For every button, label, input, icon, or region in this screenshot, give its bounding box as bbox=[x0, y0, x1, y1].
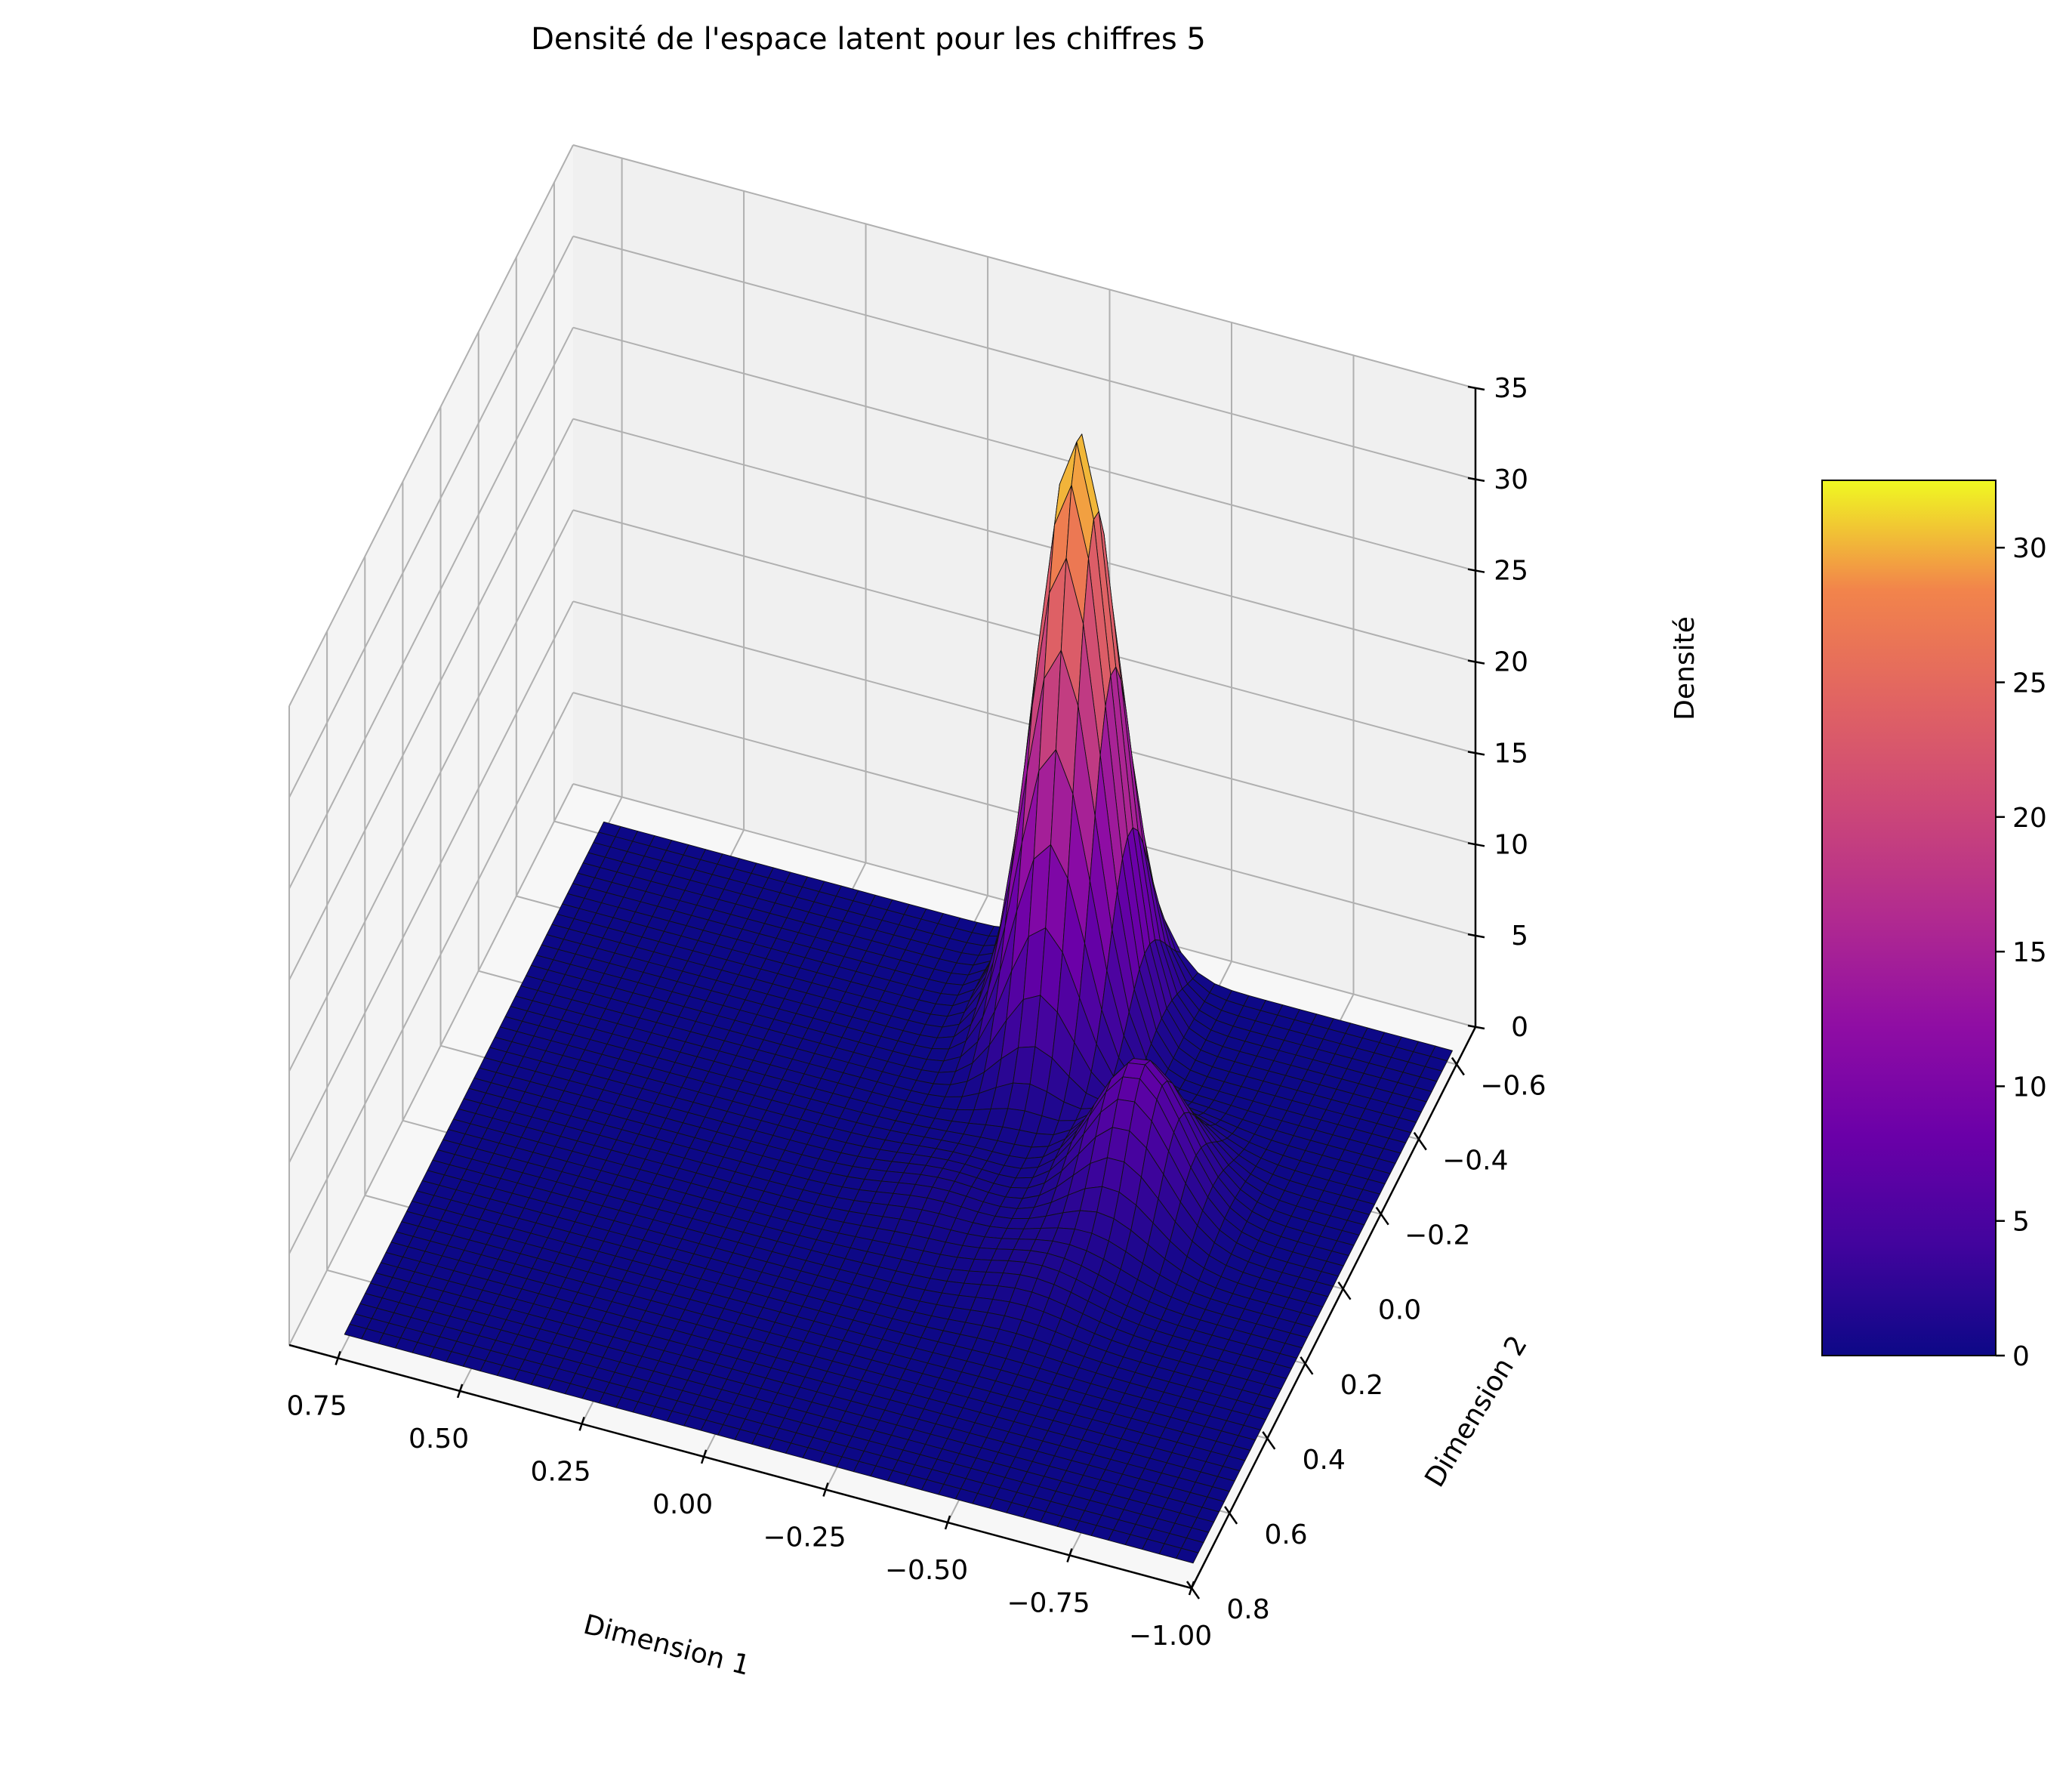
grid-line-left-z bbox=[288, 509, 574, 1072]
y-tick-label: −0.4 bbox=[1442, 1146, 1508, 1177]
z-tick-label: 30 bbox=[1494, 464, 1528, 495]
z-axis-label: Densité bbox=[1670, 616, 1700, 720]
density-surface bbox=[344, 433, 1453, 1564]
y-tick-label: 0.0 bbox=[1378, 1295, 1421, 1326]
y-tick-mark bbox=[1337, 1281, 1352, 1300]
grid-line-left-z bbox=[288, 327, 574, 890]
x-tick-label: −1.00 bbox=[1129, 1621, 1212, 1652]
x-tick-label: 0.75 bbox=[287, 1390, 347, 1421]
grid-line-back-z bbox=[572, 144, 1476, 389]
x-axis-line bbox=[288, 1343, 1192, 1590]
x-tick-mark bbox=[700, 1449, 708, 1464]
grid-line-back-z bbox=[572, 600, 1476, 846]
x-tick-mark bbox=[456, 1384, 464, 1399]
x-tick-mark bbox=[335, 1351, 341, 1365]
grid-line-left-z bbox=[288, 600, 574, 1163]
y-axis-line bbox=[1190, 1026, 1477, 1589]
y-tick-label: −0.2 bbox=[1404, 1220, 1470, 1251]
z-tick-label: 5 bbox=[1511, 921, 1528, 952]
x-tick-label: −0.75 bbox=[1007, 1588, 1090, 1619]
left-pane bbox=[289, 145, 573, 1345]
colorbar-tick-label: 25 bbox=[2012, 668, 2047, 699]
y-tick-label: 0.2 bbox=[1340, 1370, 1383, 1401]
z-tick-label: 35 bbox=[1494, 373, 1528, 404]
colorbar-tick-label: 5 bbox=[2012, 1207, 2030, 1238]
z-tick-mark bbox=[1467, 1024, 1485, 1030]
grid-line-left-z bbox=[288, 418, 574, 981]
grid-line-left-z bbox=[288, 236, 574, 798]
axis-lines: 0.750.500.250.00−0.25−0.50−0.75−1.00−0.6… bbox=[287, 373, 1546, 1652]
grid-line-left-z bbox=[288, 144, 574, 707]
grid-line-back-z bbox=[572, 235, 1476, 480]
y-tick-label: −0.6 bbox=[1480, 1071, 1546, 1102]
y-axis-label: Dimension 2 bbox=[1419, 1331, 1533, 1493]
z-tick-mark bbox=[1467, 659, 1485, 665]
back-pane bbox=[573, 145, 1475, 1027]
y-tick-mark bbox=[1224, 1506, 1238, 1525]
z-tick-mark bbox=[1467, 933, 1485, 939]
x-tick-label: 0.25 bbox=[531, 1456, 591, 1487]
z-tick-label: 25 bbox=[1494, 556, 1528, 587]
x-tick-mark bbox=[1066, 1548, 1073, 1563]
y-tick-label: 0.8 bbox=[1226, 1594, 1269, 1625]
y-tick-label: 0.4 bbox=[1303, 1445, 1346, 1476]
x-tick-label: −0.25 bbox=[763, 1522, 846, 1553]
y-tick-mark bbox=[1375, 1206, 1389, 1226]
colorbar: 0 5 10 15 20 25 30 bbox=[1821, 480, 2047, 1372]
grid-line-back-z bbox=[572, 326, 1476, 572]
z-tick-label: 15 bbox=[1494, 738, 1528, 769]
surface-cell bbox=[1176, 1547, 1199, 1564]
y-tick-mark bbox=[1451, 1057, 1465, 1076]
x-tick-label: −0.50 bbox=[885, 1555, 968, 1586]
z-tick-label: 0 bbox=[1511, 1012, 1528, 1043]
y-tick-mark bbox=[1413, 1131, 1427, 1151]
colorbar-tick-label: 20 bbox=[2012, 803, 2047, 834]
x-tick-label: 0.50 bbox=[409, 1424, 469, 1455]
grid-line-back-z bbox=[572, 418, 1476, 663]
z-tick-mark bbox=[1467, 477, 1485, 483]
z-tick-mark bbox=[1467, 385, 1485, 391]
grid-line-left-z bbox=[288, 692, 574, 1254]
y-tick-mark bbox=[1262, 1431, 1276, 1450]
colorbar-tick-label: 15 bbox=[2012, 937, 2047, 968]
colorbar-tick-label: 0 bbox=[2012, 1341, 2030, 1372]
x-tick-mark bbox=[944, 1515, 951, 1530]
x-axis-label: Dimension 1 bbox=[580, 1609, 753, 1682]
x-tick-mark bbox=[822, 1482, 829, 1497]
colorbar-tick-label: 30 bbox=[2012, 533, 2047, 564]
y-tick-mark bbox=[1300, 1356, 1314, 1375]
z-tick-label: 20 bbox=[1494, 647, 1528, 678]
z-tick-mark bbox=[1467, 842, 1485, 847]
z-tick-mark bbox=[1467, 568, 1485, 573]
colorbar-tick-label: 10 bbox=[2012, 1072, 2047, 1103]
chart-title: Densité de l'espace latent pour les chif… bbox=[531, 22, 1206, 57]
x-tick-label: 0.00 bbox=[652, 1489, 713, 1520]
z-tick-label: 10 bbox=[1494, 829, 1528, 860]
x-tick-mark bbox=[578, 1417, 585, 1431]
y-tick-label: 0.6 bbox=[1264, 1519, 1307, 1550]
colorbar-gradient bbox=[1821, 480, 1996, 1356]
grid-line-left-z bbox=[288, 783, 574, 1346]
z-tick-mark bbox=[1467, 751, 1485, 756]
grid-line-back-z bbox=[572, 509, 1476, 754]
y-tick-mark bbox=[1186, 1581, 1201, 1600]
